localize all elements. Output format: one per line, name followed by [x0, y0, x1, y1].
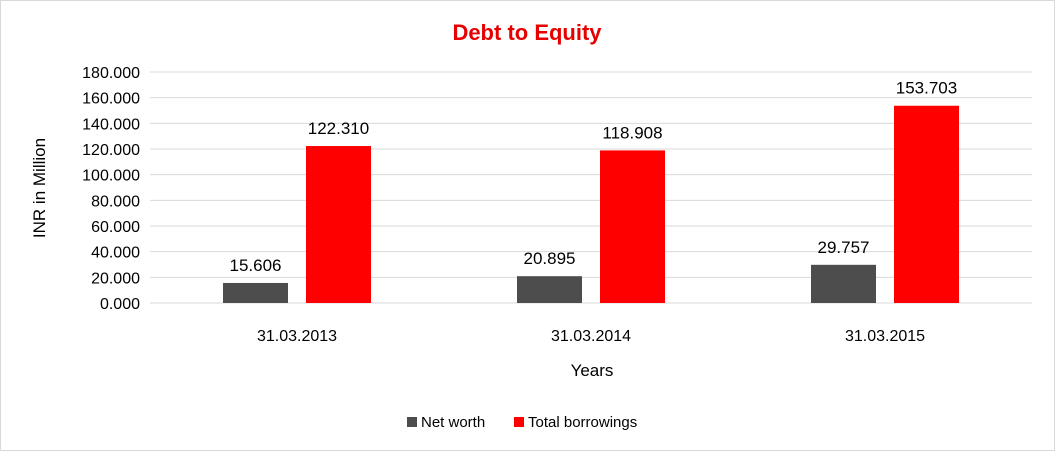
- x-tick-label: 31.03.2013: [257, 328, 337, 345]
- data-label: 153.703: [896, 79, 957, 98]
- bars: [223, 105, 959, 303]
- bar-total-borrowings: [600, 150, 665, 303]
- legend-swatch: [407, 417, 417, 427]
- data-labels: 15.606 122.310 20.895 118.908 29.757 153.703: [230, 79, 958, 275]
- data-label: 20.895: [524, 249, 576, 268]
- legend-swatch: [514, 417, 524, 427]
- bar-net-worth: [811, 264, 876, 303]
- data-label: 122.310: [308, 119, 369, 138]
- y-tick-labels: 0.000 20.000 40.000 60.000 80.000 100.000 120.…: [82, 65, 140, 313]
- y-tick-label: 60.000: [91, 219, 140, 236]
- data-label: 29.757: [818, 238, 870, 257]
- y-tick-label: 20.000: [91, 270, 140, 287]
- legend: Net worth Total borrowings: [407, 414, 637, 431]
- y-tick-label: 80.000: [91, 193, 140, 210]
- y-tick-label: 100.000: [82, 168, 140, 185]
- x-tick-labels: 31.03.2013 31.03.2014 31.03.2015: [257, 328, 925, 345]
- y-tick-label: 140.000: [82, 116, 140, 133]
- y-tick-label: 0.000: [100, 296, 140, 313]
- bar-net-worth: [223, 282, 288, 303]
- data-label: 118.908: [602, 123, 662, 142]
- y-tick-label: 160.000: [82, 91, 140, 108]
- y-tick-label: 40.000: [91, 245, 140, 262]
- gridlines: [150, 71, 1032, 304]
- bar-total-borrowings: [306, 146, 371, 303]
- y-axis-title: INR in Million: [30, 138, 49, 238]
- bar-net-worth: [517, 276, 582, 303]
- y-tick-label: 120.000: [82, 142, 140, 159]
- legend-label: Net worth: [421, 414, 485, 431]
- x-axis-title: Years: [571, 361, 614, 380]
- y-tick-label: 180.000: [82, 65, 140, 82]
- x-tick-label: 31.03.2015: [845, 328, 925, 345]
- chart-title: Debt to Equity: [452, 20, 602, 45]
- bar-total-borrowings: [894, 105, 959, 303]
- legend-label: Total borrowings: [528, 414, 637, 431]
- x-tick-label: 31.03.2014: [551, 328, 631, 345]
- data-label: 15.606: [230, 256, 282, 275]
